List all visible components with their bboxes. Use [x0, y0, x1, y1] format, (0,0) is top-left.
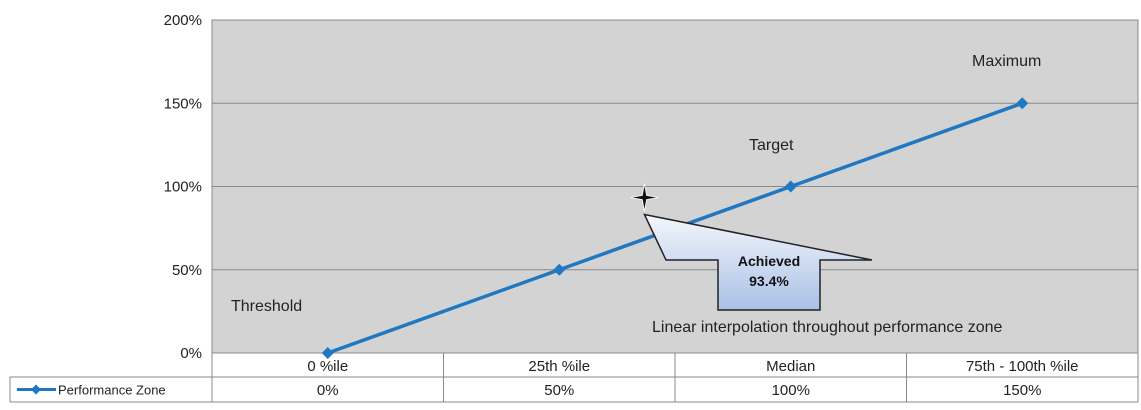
y-tick-label: 200%: [164, 12, 202, 29]
data-point: [321, 347, 334, 359]
x-category-label: 0 %ile: [307, 358, 348, 375]
y-tick-label: 50%: [172, 262, 202, 279]
y-tick-label: 150%: [164, 95, 202, 112]
data-point: [784, 180, 797, 193]
achieved-callout-arrow: [643, 213, 873, 311]
legend-label: Performance Zone: [58, 383, 166, 398]
series-layer: [17, 97, 1029, 395]
data-point: [553, 263, 566, 276]
data-point: [1016, 97, 1029, 110]
x-category-label: 75th - 100th %ile: [966, 358, 1079, 375]
label-layer: 0% 50% 100% 150% 200% 0 %ile 25th %ile Median 75…: [58, 12, 1079, 399]
x-category-label: 25th %ile: [528, 358, 590, 375]
x-category-label: Median: [766, 358, 815, 375]
target-label: Target: [749, 137, 794, 154]
achieved-label: Achieved: [738, 253, 800, 269]
y-tick-label: 100%: [164, 179, 202, 196]
table-value: 0%: [317, 382, 339, 399]
table-value: 100%: [772, 382, 810, 399]
achieved-star-marker: [630, 183, 659, 212]
achieved-value: 93.4%: [749, 273, 789, 289]
plot-area: [9, 19, 1139, 403]
legend-marker: [31, 384, 41, 395]
threshold-label: Threshold: [231, 298, 302, 315]
interpolation-note: Linear interpolation throughout performa…: [652, 319, 1003, 336]
table-value: 150%: [1003, 382, 1041, 399]
y-tick-label: 0%: [180, 345, 202, 362]
table-value: 50%: [544, 382, 574, 399]
maximum-label: Maximum: [972, 53, 1041, 70]
